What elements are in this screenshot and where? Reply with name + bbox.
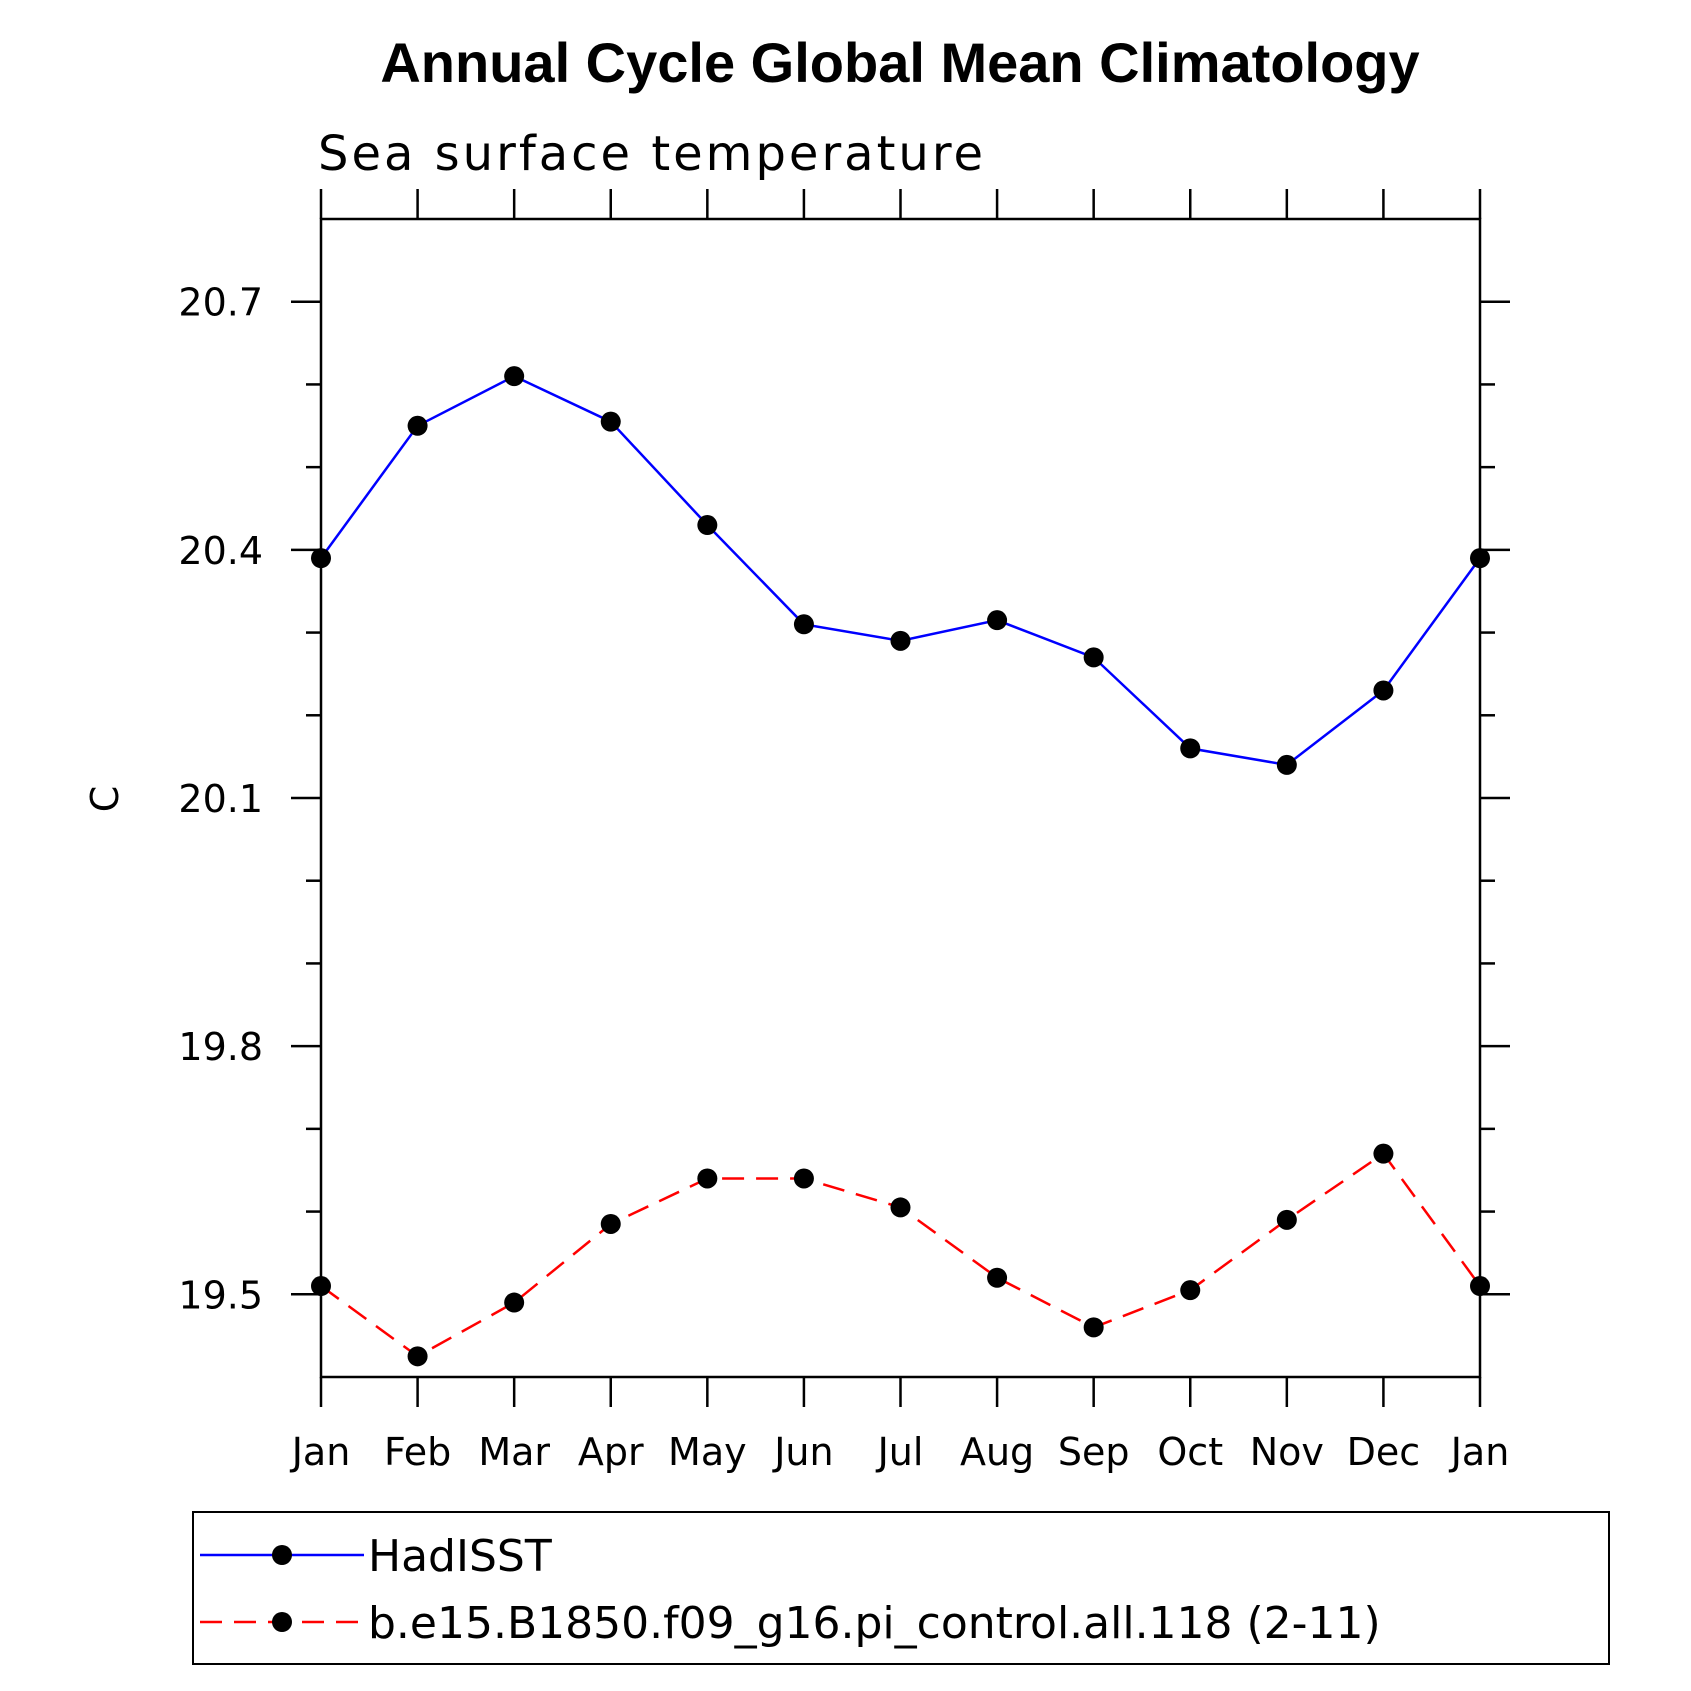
series-point-0 — [1373, 680, 1394, 701]
legend-box — [192, 1511, 1610, 1665]
series-point-1 — [890, 1197, 911, 1218]
x-tick-label: Aug — [960, 1430, 1034, 1474]
series-point-1 — [1276, 1209, 1297, 1230]
series-point-0 — [890, 630, 911, 651]
x-tick-labels: Jan Feb Mar Apr May Jun Jul Aug Sep Oct Nov Dec Jan — [290, 1430, 1510, 1474]
x-tick-label: Nov — [1250, 1430, 1324, 1474]
y-axis-label: C — [83, 786, 127, 813]
series-point-1 — [600, 1213, 621, 1234]
legend: HadISST b.e15.B1850.f09_g16.pi_control.al… — [200, 1531, 1381, 1649]
series-point-1 — [697, 1168, 718, 1189]
series-point-1 — [311, 1276, 331, 1297]
series-point-1 — [793, 1168, 814, 1189]
series-points — [311, 366, 1490, 1367]
x-tick-label: Oct — [1157, 1430, 1223, 1474]
series-point-0 — [1083, 647, 1104, 668]
legend-label-1: b.e15.B1850.f09_g16.pi_control.all.118 (… — [368, 1598, 1381, 1649]
series-point-0 — [697, 515, 718, 536]
y-tick-label: 19.8 — [178, 1025, 263, 1069]
chart-subtitle: Sea surface temperature — [318, 126, 986, 182]
legend-label-0: HadISST — [368, 1531, 552, 1582]
y-tick-label: 20.7 — [178, 281, 263, 325]
x-tick-label: Jul — [876, 1430, 924, 1474]
legend-marker-0 — [272, 1545, 292, 1565]
axis-ticks — [291, 189, 1510, 1407]
series-point-0 — [1180, 738, 1201, 759]
series-point-1 — [1180, 1280, 1201, 1301]
series-point-1 — [1373, 1143, 1394, 1164]
x-tick-label: Jan — [1449, 1430, 1510, 1474]
series-point-1 — [504, 1292, 525, 1313]
series-point-0 — [1470, 548, 1490, 569]
series-point-1 — [1470, 1276, 1490, 1297]
series-point-0 — [600, 411, 621, 432]
series-point-0 — [793, 614, 814, 635]
x-tick-label: Jan — [290, 1430, 351, 1474]
y-tick-label: 19.5 — [178, 1273, 263, 1317]
series-point-0 — [1276, 754, 1297, 775]
x-tick-label: Mar — [478, 1430, 550, 1474]
series-point-1 — [1083, 1317, 1104, 1338]
legend-marker-1 — [272, 1612, 292, 1632]
x-tick-label: May — [668, 1430, 747, 1474]
y-tick-label: 20.4 — [178, 529, 263, 573]
x-tick-label: Apr — [578, 1430, 644, 1474]
series-point-0 — [311, 548, 331, 569]
x-tick-label: Jun — [772, 1430, 833, 1474]
x-tick-label: Feb — [384, 1430, 451, 1474]
x-tick-label: Dec — [1347, 1430, 1421, 1474]
series-point-0 — [407, 415, 428, 436]
series-line-0 — [319, 374, 1482, 767]
chart-title: Annual Cycle Global Mean Climatology — [380, 31, 1419, 94]
series-point-1 — [987, 1267, 1008, 1288]
series-point-1 — [407, 1346, 428, 1367]
series-point-0 — [504, 366, 525, 387]
y-tick-label: 20.1 — [178, 777, 263, 821]
series-line-1 — [320, 1151, 1482, 1358]
series-point-0 — [987, 610, 1008, 631]
y-tick-labels: 19.5 19.8 20.1 20.4 20.7 — [178, 281, 263, 1318]
x-tick-label: Sep — [1058, 1430, 1130, 1474]
